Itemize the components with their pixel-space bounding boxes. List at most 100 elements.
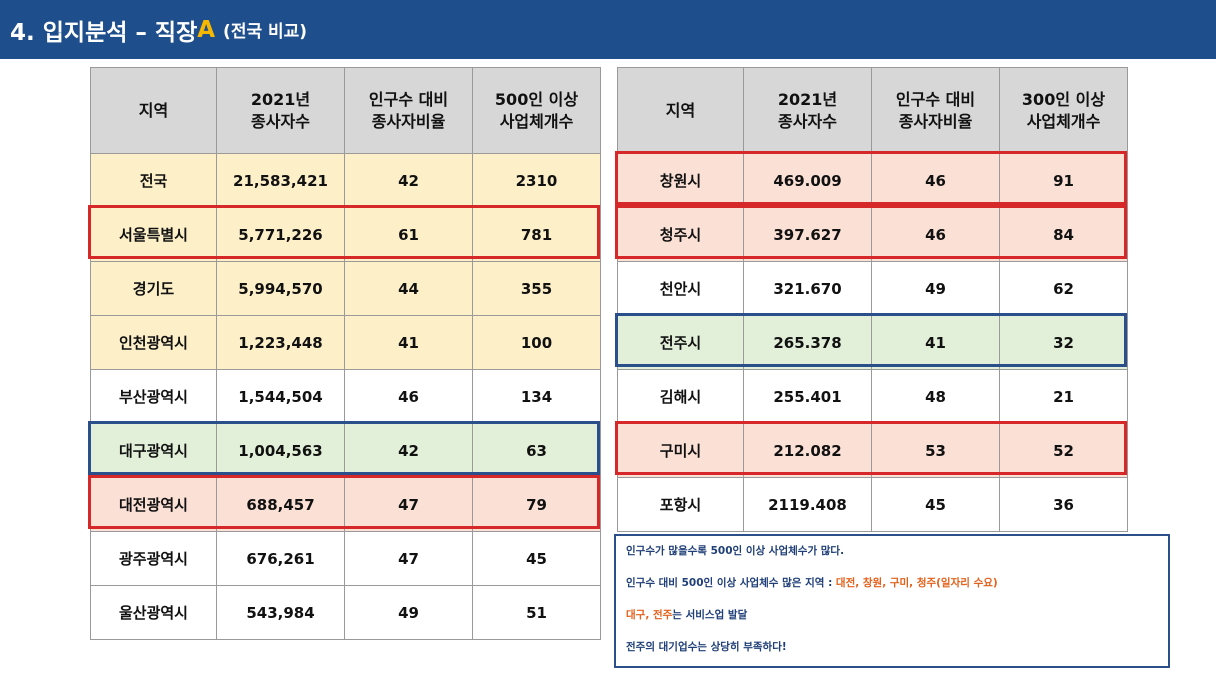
region-cell: 대구광역시	[90, 423, 217, 478]
region-cell: 전국	[90, 153, 217, 208]
note-line: 인구수 대비 500인 이상 사업체수 많은 지역 : 대전, 창원, 구미, …	[626, 572, 1158, 604]
region-cell: 울산광역시	[90, 585, 217, 640]
note-text: 인구수 대비 500인 이상 사업체수 많은 지역 :	[626, 577, 836, 589]
large-company-cell: 62	[999, 261, 1128, 316]
workers-cell: 5,771,226	[216, 207, 345, 262]
workers-cell: 255.401	[743, 369, 872, 424]
ratio-cell: 42	[344, 153, 473, 208]
large-company-cell: 51	[472, 585, 601, 640]
large-company-cell: 355	[472, 261, 601, 316]
region-cell: 부산광역시	[90, 369, 217, 424]
note-highlight: 대구, 전주	[626, 609, 673, 621]
note-line: 대구, 전주는 서비스업 발달	[626, 604, 1158, 636]
workers-cell: 212.082	[743, 423, 872, 478]
table-row: 울산광역시 543,984 49 51	[90, 585, 601, 640]
large-company-cell: 21	[999, 369, 1128, 424]
header-cell: 300인 이상 사업체개수	[999, 67, 1128, 154]
workers-cell: 321.670	[743, 261, 872, 316]
header-cell: 지역	[90, 67, 217, 154]
table-header-row: 지역 2021년 종사자수 인구수 대비 종사자비율 500인 이상 사업체개수	[90, 67, 601, 154]
table-row: 김해시 255.401 48 21	[617, 369, 1128, 424]
workers-cell: 397.627	[743, 207, 872, 262]
region-cell: 인천광역시	[90, 315, 217, 370]
table-row: 경기도 5,994,570 44 355	[90, 261, 601, 316]
ratio-cell: 47	[344, 477, 473, 532]
workers-cell: 5,994,570	[216, 261, 345, 316]
header-cell: 지역	[617, 67, 744, 154]
workers-cell: 265.378	[743, 315, 872, 370]
slide-title: 4. 입지분석 – 직장 A (전국 비교)	[0, 0, 1216, 59]
header-cell: 인구수 대비 종사자비율	[344, 67, 473, 154]
title-accent: A	[197, 16, 216, 43]
city-comparison-table: 지역 2021년 종사자수 인구수 대비 종사자비율 300인 이상 사업체개수 창원…	[617, 67, 1128, 532]
note-line: 인구수가 많을수록 500인 이상 사업체수가 많다.	[626, 545, 845, 557]
ratio-cell: 41	[344, 315, 473, 370]
header-cell: 2021년 종사자수	[743, 67, 872, 154]
large-company-cell: 63	[472, 423, 601, 478]
large-company-cell: 79	[472, 477, 601, 532]
workers-cell: 688,457	[216, 477, 345, 532]
ratio-cell: 46	[871, 153, 1000, 208]
note-text: 는 서비스업 발달	[672, 609, 748, 621]
workers-cell: 469.009	[743, 153, 872, 208]
workers-cell: 676,261	[216, 531, 345, 586]
ratio-cell: 42	[344, 423, 473, 478]
ratio-cell: 61	[344, 207, 473, 262]
region-cell: 창원시	[617, 153, 744, 208]
table-row: 전주시 265.378 41 32	[617, 315, 1128, 370]
region-cell: 천안시	[617, 261, 744, 316]
region-cell: 전주시	[617, 315, 744, 370]
region-cell: 광주광역시	[90, 531, 217, 586]
workers-cell: 543,984	[216, 585, 345, 640]
ratio-cell: 47	[344, 531, 473, 586]
ratio-cell: 53	[871, 423, 1000, 478]
ratio-cell: 48	[871, 369, 1000, 424]
ratio-cell: 44	[344, 261, 473, 316]
region-cell: 청주시	[617, 207, 744, 262]
large-company-cell: 32	[999, 315, 1128, 370]
header-cell: 500인 이상 사업체개수	[472, 67, 601, 154]
table-row: 천안시 321.670 49 62	[617, 261, 1128, 316]
ratio-cell: 41	[871, 315, 1000, 370]
large-company-cell: 134	[472, 369, 601, 424]
large-company-cell: 84	[999, 207, 1128, 262]
workers-cell: 1,004,563	[216, 423, 345, 478]
table-row: 창원시 469.009 46 91	[617, 153, 1128, 208]
workers-cell: 2119.408	[743, 477, 872, 532]
table-row: 포항시 2119.408 45 36	[617, 477, 1128, 532]
header-cell: 인구수 대비 종사자비율	[871, 67, 1000, 154]
region-cell: 구미시	[617, 423, 744, 478]
ratio-cell: 46	[344, 369, 473, 424]
region-cell: 포항시	[617, 477, 744, 532]
large-company-cell: 45	[472, 531, 601, 586]
title-main: 4. 입지분석 – 직장	[10, 19, 198, 46]
analysis-notes: 인구수가 많을수록 500인 이상 사업체수가 많다. 인구수 대비 500인 …	[614, 534, 1170, 668]
large-company-cell: 36	[999, 477, 1128, 532]
ratio-cell: 49	[344, 585, 473, 640]
region-cell: 서울특별시	[90, 207, 217, 262]
national-comparison-table: 지역 2021년 종사자수 인구수 대비 종사자비율 500인 이상 사업체개수 전국…	[90, 67, 601, 640]
table-row: 부산광역시 1,544,504 46 134	[90, 369, 601, 424]
large-company-cell: 781	[472, 207, 601, 262]
header-cell: 2021년 종사자수	[216, 67, 345, 154]
note-highlight: 대전, 창원, 구미, 청주(일자리 수요)	[835, 577, 998, 589]
region-cell: 김해시	[617, 369, 744, 424]
region-cell: 경기도	[90, 261, 217, 316]
table-header-row: 지역 2021년 종사자수 인구수 대비 종사자비율 300인 이상 사업체개수	[617, 67, 1128, 154]
ratio-cell: 49	[871, 261, 1000, 316]
table-row: 전국 21,583,421 42 2310	[90, 153, 601, 208]
ratio-cell: 46	[871, 207, 1000, 262]
table-row: 대전광역시 688,457 47 79	[90, 477, 601, 532]
table-row: 광주광역시 676,261 47 45	[90, 531, 601, 586]
table-row: 인천광역시 1,223,448 41 100	[90, 315, 601, 370]
table-row: 서울특별시 5,771,226 61 781	[90, 207, 601, 262]
workers-cell: 21,583,421	[216, 153, 345, 208]
large-company-cell: 52	[999, 423, 1128, 478]
note-line: 전주의 대기업수는 상당히 부족하다!	[626, 641, 787, 653]
large-company-cell: 100	[472, 315, 601, 370]
table-row: 청주시 397.627 46 84	[617, 207, 1128, 262]
workers-cell: 1,223,448	[216, 315, 345, 370]
large-company-cell: 2310	[472, 153, 601, 208]
region-cell: 대전광역시	[90, 477, 217, 532]
ratio-cell: 45	[871, 477, 1000, 532]
